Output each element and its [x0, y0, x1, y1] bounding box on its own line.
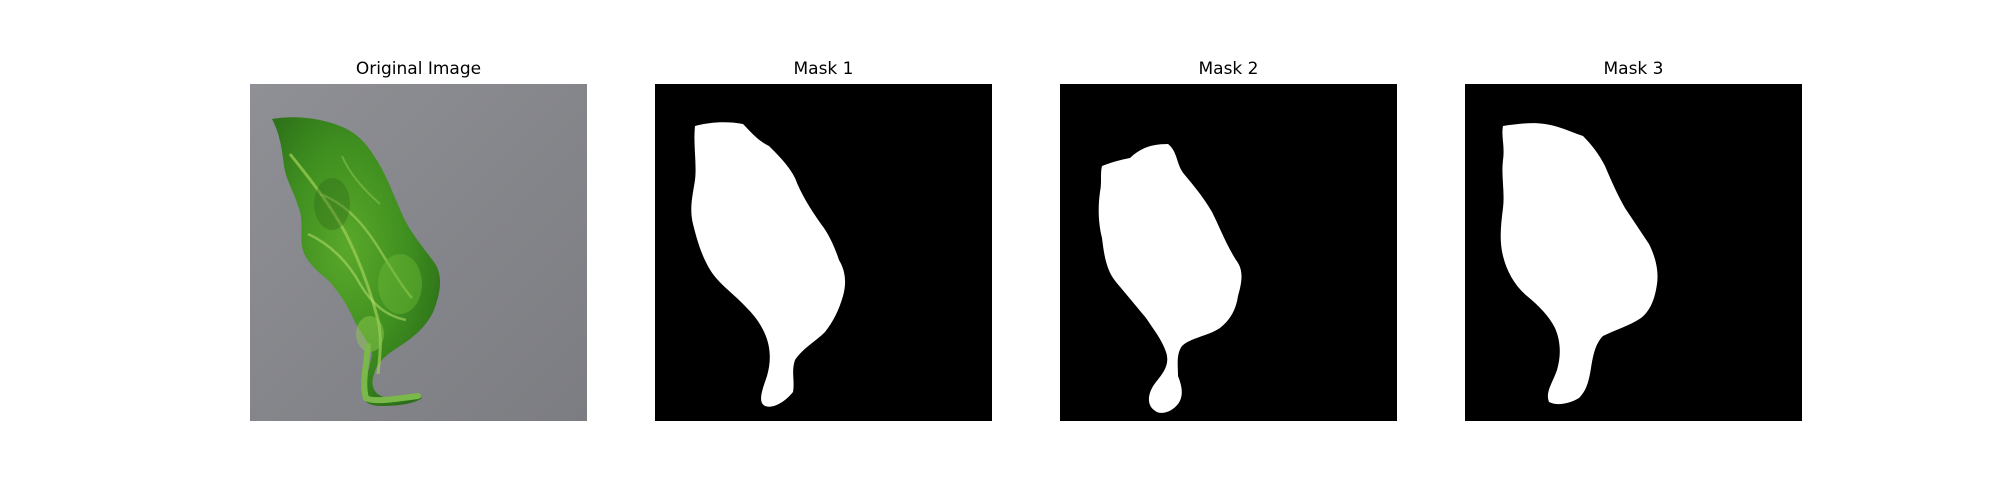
panel-title-mask-1: Mask 1 [793, 59, 854, 79]
mask-1-region [691, 122, 846, 407]
mask-1-canvas [655, 84, 992, 421]
leaf-vein [288, 153, 382, 375]
mask-2-image [1060, 84, 1397, 421]
leaf-shadow [314, 178, 350, 230]
leaf-vein [319, 192, 413, 299]
mask-3-canvas [1465, 84, 1802, 421]
mask-2-canvas [1060, 84, 1397, 421]
leaf-highlight [356, 316, 384, 352]
leaf-vein [307, 232, 407, 322]
panel-title-mask-2: Mask 2 [1198, 59, 1259, 79]
mask-3-image [1465, 84, 1802, 421]
mask-3-region [1500, 123, 1658, 405]
mask-1-image [655, 84, 992, 421]
panel-title-original: Original Image [355, 59, 482, 79]
leaf-shape [272, 117, 441, 406]
mask-2-region [1098, 144, 1242, 413]
original-image [250, 84, 587, 421]
panel-title-mask-3: Mask 3 [1603, 59, 1664, 79]
leaf-stem [361, 343, 421, 404]
leaf-vein [341, 155, 381, 205]
leaf-highlight [378, 254, 422, 314]
leaf-photo [250, 84, 587, 421]
